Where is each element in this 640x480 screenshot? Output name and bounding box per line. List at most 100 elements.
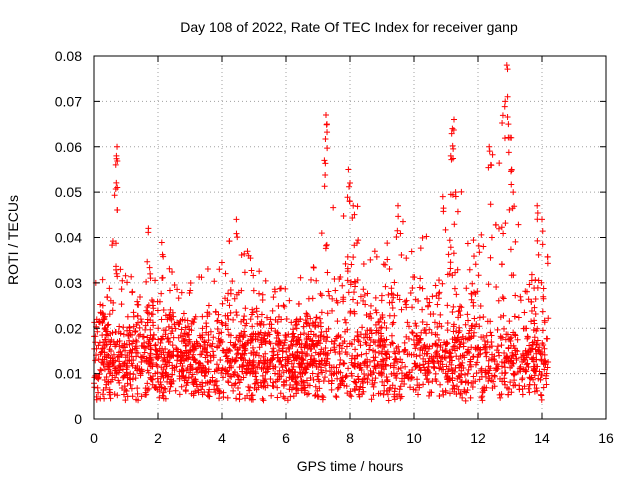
data-point — [348, 261, 355, 268]
data-point — [444, 302, 451, 309]
data-point — [503, 62, 510, 69]
data-point — [509, 205, 516, 212]
data-point — [507, 246, 514, 253]
data-point — [341, 338, 348, 345]
data-point — [99, 332, 106, 339]
data-point — [351, 378, 358, 385]
data-point — [449, 367, 456, 374]
data-point — [374, 361, 381, 368]
data-point — [227, 339, 234, 346]
data-point — [310, 376, 317, 383]
data-point — [211, 382, 218, 389]
data-point — [447, 259, 454, 266]
data-point — [92, 357, 99, 364]
data-point — [393, 234, 400, 241]
data-point — [223, 347, 230, 354]
data-point — [113, 270, 120, 277]
data-point — [285, 331, 292, 338]
data-point — [218, 319, 225, 326]
data-point — [109, 376, 116, 383]
data-point — [378, 324, 385, 331]
data-point — [179, 333, 186, 340]
data-point — [480, 314, 487, 321]
data-point — [145, 385, 152, 392]
data-point — [388, 371, 395, 378]
y-tick-label: 0.03 — [55, 275, 82, 291]
data-point — [246, 359, 253, 366]
data-point — [262, 376, 269, 383]
data-point — [500, 230, 507, 237]
data-point — [334, 299, 341, 306]
data-point — [364, 290, 371, 297]
data-point — [468, 380, 475, 387]
y-tick-label: 0.01 — [55, 366, 82, 382]
data-point — [184, 379, 191, 386]
data-point — [383, 374, 390, 381]
data-point — [142, 322, 149, 329]
data-point — [157, 340, 164, 347]
data-point — [419, 285, 426, 292]
data-point — [391, 312, 398, 319]
data-point — [463, 285, 470, 292]
data-point — [246, 387, 253, 394]
data-point — [347, 388, 354, 395]
data-point — [172, 387, 179, 394]
data-point — [276, 367, 283, 374]
data-point — [533, 350, 540, 357]
data-point — [269, 348, 276, 355]
data-point — [535, 375, 542, 382]
data-point — [489, 384, 496, 391]
data-point — [97, 366, 104, 373]
data-point — [99, 310, 106, 317]
data-point — [318, 309, 325, 316]
data-point — [448, 130, 455, 137]
data-point — [534, 325, 541, 332]
data-point — [351, 355, 358, 362]
data-point — [288, 360, 295, 367]
data-point — [375, 370, 382, 377]
data-point — [164, 378, 171, 385]
data-point — [411, 274, 418, 281]
data-point — [147, 351, 154, 358]
data-point — [277, 358, 284, 365]
data-point — [156, 345, 163, 352]
data-point — [193, 338, 200, 345]
data-point — [247, 316, 254, 323]
data-point — [314, 373, 321, 380]
data-point — [166, 265, 173, 272]
data-point — [206, 386, 213, 393]
data-point — [205, 302, 212, 309]
data-point — [134, 350, 141, 357]
data-point — [185, 354, 192, 361]
data-point — [159, 251, 166, 258]
data-point — [302, 317, 309, 324]
data-point — [504, 93, 511, 100]
data-point — [216, 330, 223, 337]
data-point — [458, 362, 465, 369]
data-point — [162, 345, 169, 352]
data-point — [250, 369, 257, 376]
data-point — [523, 325, 530, 332]
data-point — [322, 172, 329, 179]
data-point — [470, 302, 477, 309]
data-point — [154, 375, 161, 382]
data-point — [354, 373, 361, 380]
data-point — [166, 348, 173, 355]
data-point — [347, 180, 353, 187]
data-point — [274, 384, 281, 391]
data-point — [541, 351, 548, 358]
data-point — [234, 234, 241, 241]
data-point — [449, 142, 456, 149]
data-point — [382, 261, 389, 268]
data-point — [322, 160, 329, 167]
data-point — [531, 304, 538, 311]
data-point — [334, 385, 341, 392]
data-point — [304, 311, 311, 318]
data-point — [189, 371, 196, 378]
data-point — [473, 321, 480, 328]
data-point — [307, 335, 314, 342]
data-point — [158, 336, 165, 343]
x-tick-label: 10 — [406, 430, 422, 446]
data-point — [262, 369, 269, 376]
data-point — [323, 241, 330, 248]
